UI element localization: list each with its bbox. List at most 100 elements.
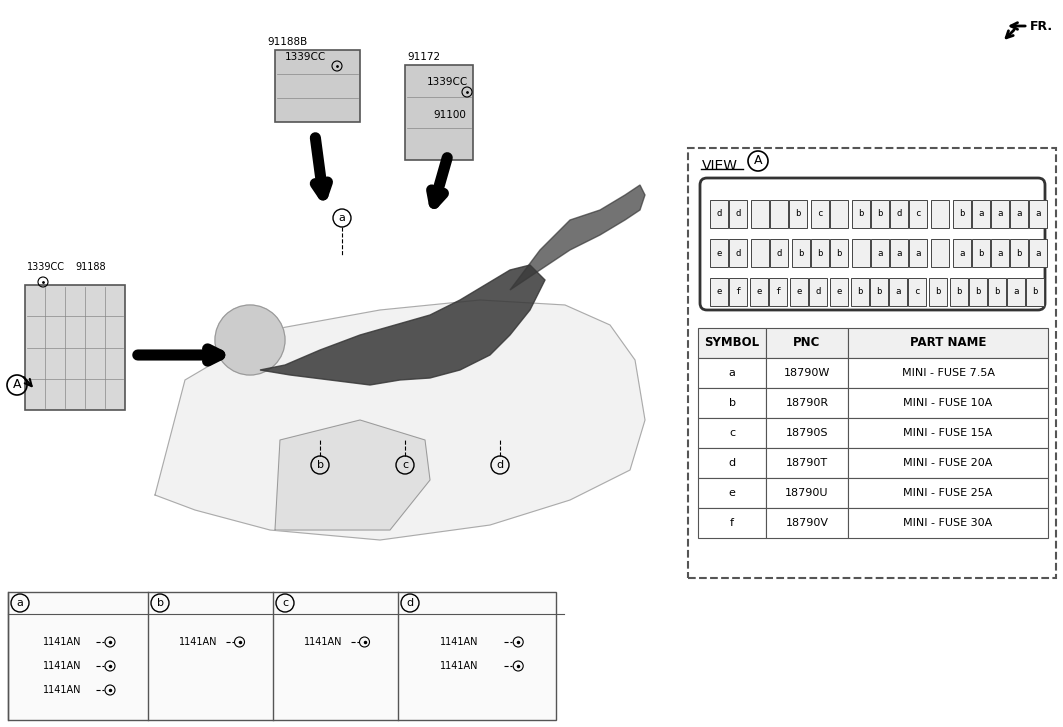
FancyBboxPatch shape	[766, 358, 848, 388]
FancyBboxPatch shape	[750, 200, 769, 228]
FancyBboxPatch shape	[830, 278, 848, 306]
FancyBboxPatch shape	[991, 239, 1009, 267]
Text: 18790V: 18790V	[786, 518, 828, 528]
Text: d: d	[896, 209, 901, 219]
FancyBboxPatch shape	[750, 239, 769, 267]
Text: 1141AN: 1141AN	[439, 637, 478, 647]
Text: b: b	[994, 287, 999, 297]
FancyBboxPatch shape	[848, 508, 1048, 538]
Text: d: d	[776, 249, 781, 257]
Text: 91100: 91100	[433, 110, 466, 120]
Text: f: f	[730, 518, 733, 528]
Text: PART NAME: PART NAME	[910, 337, 986, 350]
FancyBboxPatch shape	[729, 200, 747, 228]
FancyBboxPatch shape	[701, 178, 1045, 310]
Polygon shape	[275, 420, 431, 530]
Text: c: c	[282, 598, 288, 608]
Text: b: b	[317, 460, 323, 470]
Text: d: d	[496, 460, 504, 470]
Text: a: a	[338, 213, 345, 223]
Text: FR.: FR.	[1030, 20, 1053, 33]
FancyBboxPatch shape	[275, 50, 360, 122]
Text: 1141AN: 1141AN	[304, 637, 342, 647]
FancyBboxPatch shape	[991, 200, 1009, 228]
FancyBboxPatch shape	[698, 478, 766, 508]
Text: c: c	[402, 460, 408, 470]
Text: b: b	[876, 287, 881, 297]
FancyBboxPatch shape	[950, 278, 968, 306]
FancyBboxPatch shape	[792, 239, 810, 267]
FancyBboxPatch shape	[909, 200, 927, 228]
FancyBboxPatch shape	[931, 200, 949, 228]
Text: b: b	[957, 287, 962, 297]
Text: b: b	[798, 249, 804, 257]
Text: MINI - FUSE 15A: MINI - FUSE 15A	[904, 428, 993, 438]
FancyBboxPatch shape	[770, 200, 788, 228]
FancyBboxPatch shape	[770, 239, 788, 267]
FancyBboxPatch shape	[790, 278, 808, 306]
FancyBboxPatch shape	[698, 448, 766, 478]
Text: e: e	[716, 249, 722, 257]
FancyBboxPatch shape	[766, 508, 848, 538]
Text: a: a	[978, 209, 983, 219]
Text: f: f	[736, 287, 741, 297]
Text: a: a	[1013, 287, 1018, 297]
Text: 18790W: 18790W	[783, 368, 830, 378]
FancyBboxPatch shape	[710, 200, 728, 228]
FancyBboxPatch shape	[954, 200, 971, 228]
FancyBboxPatch shape	[698, 508, 766, 538]
FancyBboxPatch shape	[969, 278, 988, 306]
FancyBboxPatch shape	[1010, 200, 1028, 228]
Text: 18790T: 18790T	[786, 458, 828, 468]
FancyBboxPatch shape	[972, 239, 990, 267]
Text: a: a	[1035, 249, 1041, 257]
Text: b: b	[976, 287, 981, 297]
FancyBboxPatch shape	[1029, 239, 1047, 267]
FancyBboxPatch shape	[809, 278, 827, 306]
FancyBboxPatch shape	[750, 278, 767, 306]
Circle shape	[215, 305, 285, 375]
Text: c: c	[915, 209, 921, 219]
FancyBboxPatch shape	[830, 200, 848, 228]
Text: d: d	[736, 209, 741, 219]
Text: 1141AN: 1141AN	[43, 661, 82, 671]
Text: 1339CC: 1339CC	[27, 262, 65, 272]
Text: c: c	[729, 428, 735, 438]
Text: d: d	[815, 287, 821, 297]
Text: a: a	[895, 287, 900, 297]
Text: 1141AN: 1141AN	[43, 685, 82, 695]
Text: a: a	[728, 368, 736, 378]
Text: 1141AN: 1141AN	[180, 637, 218, 647]
FancyBboxPatch shape	[698, 418, 766, 448]
FancyBboxPatch shape	[848, 478, 1048, 508]
Text: b: b	[156, 598, 164, 608]
Text: MINI - FUSE 20A: MINI - FUSE 20A	[904, 458, 993, 468]
FancyBboxPatch shape	[766, 448, 848, 478]
FancyBboxPatch shape	[848, 388, 1048, 418]
FancyBboxPatch shape	[929, 278, 947, 306]
Text: MINI - FUSE 25A: MINI - FUSE 25A	[904, 488, 993, 498]
Text: b: b	[858, 287, 863, 297]
FancyBboxPatch shape	[698, 328, 766, 358]
Text: b: b	[978, 249, 983, 257]
Text: MINI - FUSE 30A: MINI - FUSE 30A	[904, 518, 993, 528]
Text: b: b	[728, 398, 736, 408]
Text: PNC: PNC	[793, 337, 821, 350]
Text: e: e	[728, 488, 736, 498]
FancyBboxPatch shape	[848, 358, 1048, 388]
Text: b: b	[959, 209, 965, 219]
FancyBboxPatch shape	[766, 328, 848, 358]
FancyBboxPatch shape	[909, 239, 927, 267]
Text: e: e	[837, 287, 842, 297]
Text: A: A	[13, 379, 21, 392]
FancyBboxPatch shape	[1010, 239, 1028, 267]
FancyBboxPatch shape	[931, 239, 949, 267]
FancyBboxPatch shape	[848, 328, 1048, 358]
FancyBboxPatch shape	[769, 278, 787, 306]
FancyBboxPatch shape	[848, 418, 1048, 448]
Text: b: b	[1032, 287, 1037, 297]
Text: b: b	[837, 249, 842, 257]
FancyBboxPatch shape	[908, 278, 926, 306]
Text: 91188B: 91188B	[267, 37, 307, 47]
Polygon shape	[510, 185, 645, 290]
